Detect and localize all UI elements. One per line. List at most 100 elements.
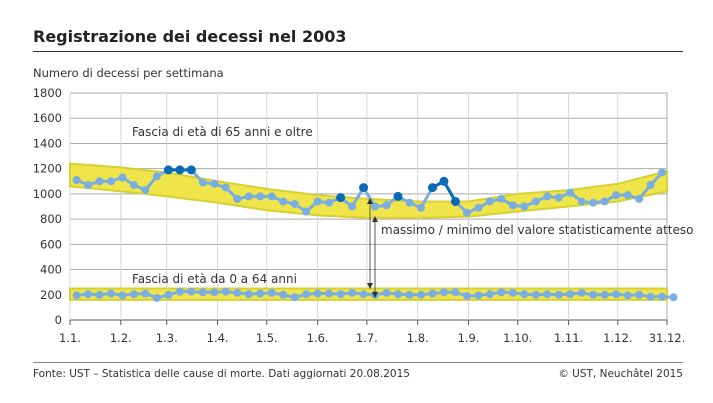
data-point [244,192,253,201]
exceed-point [336,193,346,203]
footer-divider [33,362,683,363]
data-point [302,290,311,299]
exceed-point [450,196,460,206]
data-point [508,288,517,297]
y-tick-label: 1800 [33,86,62,100]
x-tick-label: 1.5. [256,331,278,345]
x-tick-label: 1.2. [110,331,132,345]
copyright: © UST, Neuchâtel 2015 [558,368,683,380]
data-point [577,197,586,206]
data-point [279,290,288,299]
data-point [72,291,81,300]
data-point [520,202,529,211]
data-point [313,197,322,206]
data-point [359,290,368,299]
data-point [198,288,207,297]
data-point [141,186,150,195]
x-tick-label: 1.11. [554,331,583,345]
source-note: Fonte: UST – Statistica delle cause di m… [33,368,410,380]
x-tick-label: 1.7. [356,331,378,345]
data-point [462,208,471,217]
data-point [531,197,540,206]
x-tick-label: 1.10. [503,331,532,345]
data-point [520,290,529,299]
data-point [600,197,609,206]
data-point [566,188,575,197]
data-point [325,198,334,207]
y-tick-label: 600 [40,237,62,251]
exceed-point [175,165,185,175]
data-point [84,181,93,190]
exceed-point [359,183,369,193]
data-point [451,288,460,297]
data-point [256,192,265,201]
data-point [474,203,483,212]
data-point [187,287,196,296]
exceed-point [439,176,449,186]
y-tick-label: 200 [40,288,62,302]
x-tick-label: 1.9. [458,331,480,345]
exceed-point [393,191,403,201]
data-point [210,179,219,188]
data-point [72,176,81,185]
data-point [348,202,357,211]
data-point [416,203,425,212]
data-point [439,288,448,297]
data-point [267,288,276,297]
data-point [95,290,104,299]
series-label-65plus: Fascia di età di 65 anni e oltre [132,125,313,139]
data-point [485,197,494,206]
data-point [474,291,483,300]
data-point [198,178,207,187]
data-point [497,288,506,297]
data-point [210,288,219,297]
data-point [325,289,334,298]
data-point [129,290,138,299]
data-point [635,290,644,299]
data-point [164,290,173,299]
data-point [152,172,161,181]
data-point [336,290,345,299]
data-point [623,191,632,200]
data-point [302,207,311,216]
exceed-point [186,165,196,175]
x-tick-label: 1.3. [156,331,178,345]
y-tick-label: 1600 [33,111,62,125]
data-point [577,288,586,297]
max-arrowhead [367,198,373,204]
data-point [233,288,242,297]
data-point [84,290,93,299]
data-point [95,177,104,186]
x-tick-label: 1.6. [307,331,329,345]
data-point [612,191,621,200]
y-tick-label: 800 [40,212,62,226]
data-point [428,289,437,298]
exceed-point [163,165,173,175]
x-tick-label: 1.1. [59,331,81,345]
y-tick-label: 1400 [33,136,62,150]
data-point [554,193,563,202]
data-point [646,181,655,190]
min-arrowhead-bottom [372,292,378,298]
data-point [279,197,288,206]
title-divider [33,51,683,52]
data-point [107,289,116,298]
data-point [256,289,265,298]
data-point [244,290,253,299]
x-tick-label: 31.12. [649,331,686,345]
data-point [267,192,276,201]
x-tick-label: 1.12. [603,331,632,345]
data-point [669,293,678,302]
data-point [462,292,471,301]
data-point [566,290,575,299]
data-point [623,291,632,300]
y-tick-label: 400 [40,263,62,277]
data-point [646,292,655,301]
data-point [635,194,644,203]
data-point [348,288,357,297]
data-point [508,201,517,210]
data-point [405,198,414,207]
data-point [485,290,494,299]
data-point [118,291,127,300]
data-point [371,202,380,211]
